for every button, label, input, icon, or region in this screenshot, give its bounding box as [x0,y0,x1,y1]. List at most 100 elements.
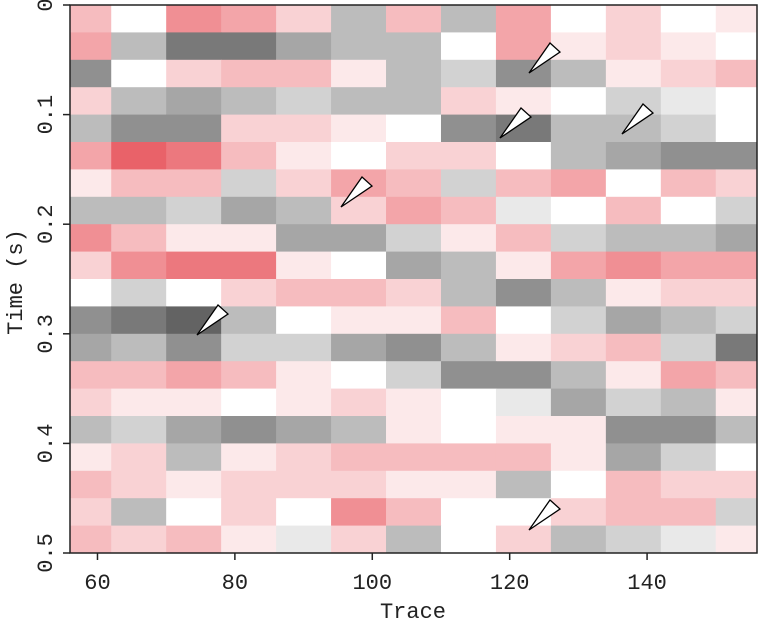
heatmap-cell [440,224,497,253]
heatmap-cell [221,169,277,198]
heatmap-cell [550,443,607,472]
heatmap-cell [660,279,717,307]
heatmap-cell [70,470,112,499]
heatmap-cell [386,470,442,499]
heatmap-cell [386,196,442,225]
heatmap-cell [166,87,222,116]
heatmap-cell [386,114,442,143]
heatmap-cell [221,306,277,335]
heatmap-cell [70,59,112,88]
heatmap-cell [111,114,167,143]
x-tick-label: 120 [490,571,530,596]
heatmap-cell [111,306,167,335]
heatmap-cell [715,196,757,225]
heatmap-cell [495,470,552,499]
heatmap-cell [495,416,552,444]
heatmap-cell [715,279,757,307]
heatmap-cell [495,361,552,390]
heatmap-cell [221,361,277,390]
plot-frame [69,4,758,554]
y-tick-label: 0 [34,0,59,12]
heatmap-cell [331,416,387,444]
heatmap-cell [70,361,112,390]
heatmap-cell [276,114,332,143]
heatmap-cell [276,333,332,362]
heatmap-cell [70,169,112,198]
heatmap-cell [386,416,442,444]
heatmap-cell [386,306,442,335]
heatmap-cell [715,59,757,88]
heatmap-cell [221,498,277,527]
heatmap-cell [495,251,552,280]
heatmap-cell [715,224,757,253]
arrow-marker [528,499,562,531]
heatmap-cell [495,142,552,170]
heatmap-cell [386,224,442,253]
heatmap-cell [166,388,222,417]
heatmap-cell [70,279,112,307]
heatmap-cell [495,196,552,225]
heatmap-cell [276,279,332,307]
heatmap-cell [440,59,497,88]
heatmap-cell [111,87,167,116]
heatmap-cell [440,5,497,33]
heatmap-cell [221,416,277,444]
heatmap-cell [495,169,552,198]
heatmap-cell [276,196,332,225]
heatmap-cell [660,498,717,527]
heatmap-cell [166,5,222,33]
heatmap-cell [440,388,497,417]
heatmap-cell [331,32,387,61]
heatmap-cell [605,525,662,553]
heatmap-cell [331,525,387,553]
heatmap-cell [111,224,167,253]
heatmap-cell [221,251,277,280]
heatmap-cell [331,5,387,33]
annotation-arrows [196,42,655,531]
heatmap-cell [495,525,552,553]
heatmap-cell [276,388,332,417]
heatmap-cell [386,498,442,527]
heatmap-cell [605,443,662,472]
heatmap-cell [605,306,662,335]
heatmap-cell [550,498,607,527]
heatmap-cell [111,361,167,390]
heatmap-cell [331,306,387,335]
heatmap-cell [166,333,222,362]
heatmap-cell [440,498,497,527]
heatmap-cell [660,306,717,335]
heatmap-cell [605,388,662,417]
heatmap-cell [111,470,167,499]
heatmap-cell [440,306,497,335]
heatmap-cell [331,224,387,253]
heatmap-cell [221,470,277,499]
heatmap-cell [111,388,167,417]
heatmap-cell [605,251,662,280]
heatmap-cell [221,32,277,61]
heatmap-cell [495,306,552,335]
heatmap-cell [70,443,112,472]
heatmap-cell [660,443,717,472]
heatmap-cell [111,142,167,170]
heatmap-cell [550,251,607,280]
heatmap-cell [495,388,552,417]
heatmap-cell [605,196,662,225]
heatmap-cell [550,279,607,307]
heatmap-cell [440,114,497,143]
heatmap-cell [386,169,442,198]
heatmap-cell [166,251,222,280]
y-axis-label: Time (s) [4,229,29,335]
heatmap-cell [276,443,332,472]
heatmap-cell [605,87,662,116]
heatmap-cell [70,196,112,225]
heatmap-cell [70,498,112,527]
heatmap-cell [331,142,387,170]
heatmap-cell [550,388,607,417]
heatmap-cell [331,333,387,362]
heatmap-cell [386,59,442,88]
heatmap-cell [166,224,222,253]
heatmap-cell [440,142,497,170]
x-tick-label: 80 [222,571,248,596]
heatmap-cell [166,59,222,88]
heatmap-cell [550,224,607,253]
